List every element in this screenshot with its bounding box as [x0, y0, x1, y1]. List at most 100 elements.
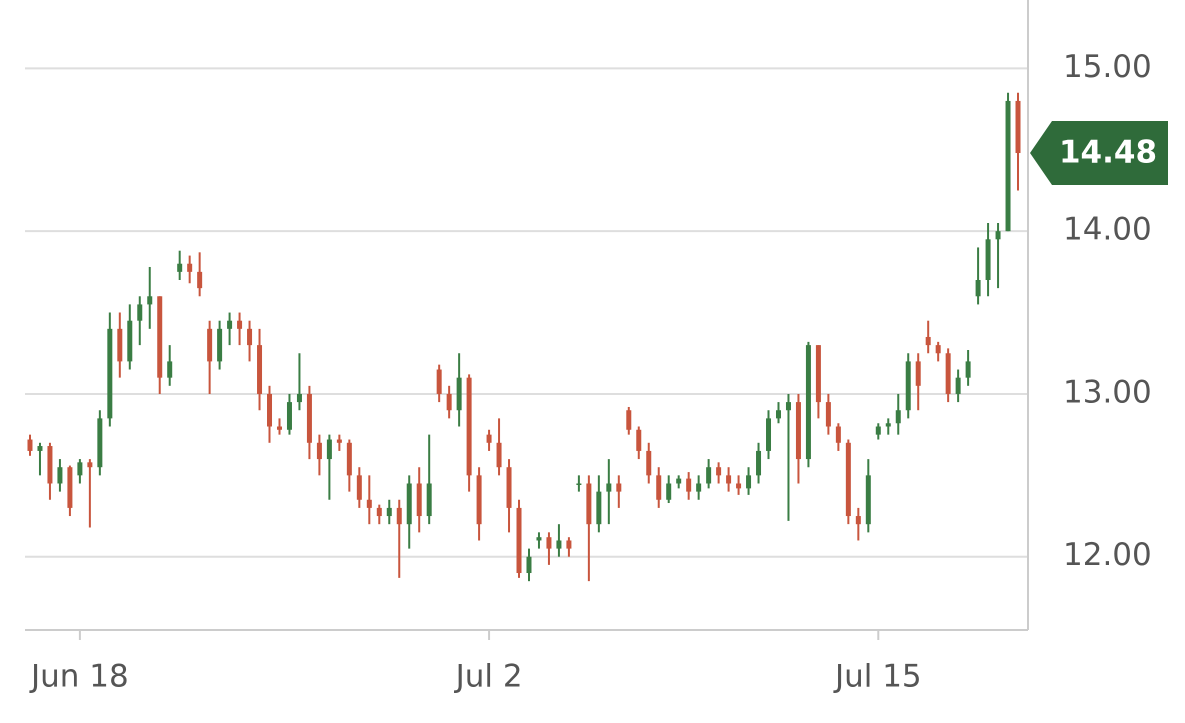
candle-body — [67, 467, 73, 508]
candle-body — [37, 446, 43, 451]
candle-body — [167, 361, 173, 378]
candle-body — [696, 483, 702, 492]
candle-body — [606, 483, 612, 492]
candle-body — [965, 361, 971, 378]
candle-body — [716, 467, 722, 476]
candle-body — [935, 345, 941, 354]
candle-body — [586, 483, 592, 525]
candle-body — [456, 377, 462, 411]
candle-body — [187, 263, 193, 272]
candle-body — [436, 369, 442, 394]
last-price-tag — [1030, 121, 1168, 186]
candle-body — [1005, 100, 1011, 232]
candle-body — [446, 393, 452, 411]
candle-body — [985, 239, 991, 280]
candle-body — [177, 263, 183, 272]
candle-body — [576, 483, 582, 485]
candle-body — [97, 418, 103, 468]
candle-body — [736, 483, 742, 489]
candle-body — [746, 475, 752, 489]
candle-body — [865, 475, 871, 525]
candle-body — [276, 426, 282, 430]
candle-body — [57, 467, 63, 484]
y-tick-label: 14.00 — [1063, 212, 1152, 248]
candle-body — [147, 296, 153, 305]
candle-body — [995, 231, 1001, 240]
candle-body — [895, 410, 901, 424]
candle-body — [77, 462, 83, 476]
candle-body — [326, 439, 332, 460]
candle-body — [975, 280, 981, 297]
candle-body — [656, 475, 662, 500]
x-tick-label: Jul 15 — [833, 659, 922, 695]
candle-body — [766, 418, 772, 451]
candle-body — [666, 483, 672, 500]
candle-body — [626, 410, 632, 430]
candle-body — [386, 507, 392, 517]
candle-body — [267, 393, 273, 427]
candle-body — [366, 499, 372, 508]
candle-body — [756, 450, 762, 476]
candle-body — [376, 507, 382, 517]
candle-body — [596, 491, 602, 525]
candle-body — [795, 402, 801, 460]
candle-body — [526, 556, 532, 574]
candle-body — [875, 426, 881, 435]
candle-body — [775, 410, 781, 419]
candle-body — [237, 320, 243, 329]
candle-body — [117, 328, 123, 362]
candle-body — [217, 328, 223, 362]
candle-body — [406, 483, 412, 525]
candle-body — [536, 537, 542, 541]
candle-body — [426, 483, 432, 517]
x-tick-label: Jul 2 — [454, 659, 523, 695]
candle-body — [107, 328, 113, 419]
candle-body — [805, 345, 811, 460]
candle-body — [706, 467, 712, 484]
candle-body — [566, 540, 572, 549]
candle-body — [506, 467, 512, 508]
candle-body — [286, 402, 292, 430]
candle-body — [955, 377, 961, 394]
candle-body — [646, 450, 652, 476]
candle-body — [496, 442, 502, 468]
candle-body — [476, 475, 482, 525]
candle-body — [726, 475, 732, 484]
candle-body — [257, 345, 263, 394]
candle-body — [676, 478, 682, 484]
candle-body — [137, 304, 143, 321]
candle-body — [197, 271, 203, 289]
candle-body — [1015, 100, 1021, 154]
candle-body — [247, 328, 253, 346]
candle-body — [356, 475, 362, 500]
candle-body — [157, 296, 163, 378]
last-price-label: 14.48 — [1059, 135, 1157, 171]
candle-body — [516, 507, 522, 574]
candle-body — [885, 423, 891, 427]
candle-body — [486, 434, 492, 443]
x-tick-label: Jun 18 — [29, 659, 129, 695]
candle-body — [346, 442, 352, 476]
candle-body — [466, 377, 472, 476]
candle-body — [925, 336, 931, 346]
candle-body — [855, 516, 861, 525]
candle-body — [845, 442, 851, 517]
candle-body — [127, 320, 133, 362]
candle-body — [47, 446, 53, 484]
candle-body — [785, 402, 791, 411]
candle-body — [296, 393, 302, 403]
candle-body — [686, 478, 692, 492]
candle-body — [835, 426, 841, 443]
candle-body — [316, 442, 322, 460]
candle-body — [416, 483, 422, 517]
candle-body — [336, 439, 342, 443]
candle-body — [815, 345, 821, 403]
y-tick-label: 15.00 — [1063, 49, 1152, 85]
candle-body — [616, 483, 622, 492]
candle-body — [825, 402, 831, 427]
candle-body — [905, 361, 911, 411]
candle-body — [636, 429, 642, 451]
candle-body — [396, 507, 402, 525]
candle-body — [227, 320, 233, 329]
